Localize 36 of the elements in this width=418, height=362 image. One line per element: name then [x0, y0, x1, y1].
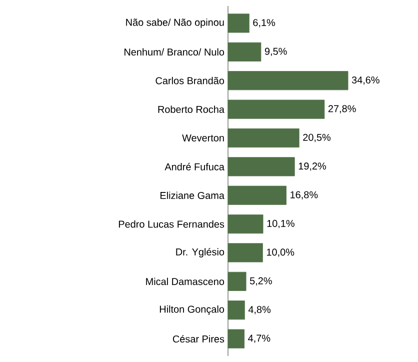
y-tick-label: César Pires	[172, 335, 224, 343]
y-tick-label: Pedro Lucas Fernandes	[118, 220, 224, 228]
bar	[228, 329, 245, 348]
bar	[228, 186, 286, 205]
bar	[228, 272, 246, 291]
data-label: 6,1%	[253, 19, 276, 28]
data-label: 4,7%	[248, 334, 270, 343]
y-tick-label: André Fufuca	[164, 162, 224, 170]
y-tick-label: Weverton	[182, 134, 224, 142]
bar	[228, 14, 250, 33]
bar	[228, 243, 263, 262]
data-label: 5,2%	[250, 277, 272, 286]
y-tick-label: Dr. Yglésio	[176, 248, 224, 258]
bar	[228, 100, 325, 119]
data-label: 19,2%	[298, 162, 326, 171]
bar	[228, 128, 300, 148]
y-tick-label: Carlos Brandão	[156, 76, 224, 84]
data-label: 16,8%	[290, 191, 318, 200]
y-tick-label: Mical Damasceno	[146, 278, 224, 286]
y-tick-label: Roberto Rocha	[158, 106, 224, 113]
bar	[228, 42, 262, 62]
data-label: 10,0%	[266, 248, 294, 257]
data-label: 4,8%	[248, 306, 271, 314]
data-label: 10,1%	[267, 220, 294, 228]
bar	[228, 157, 295, 176]
y-tick-label: Eliziane Gama	[160, 192, 224, 199]
y-tick-label: Hilton Gonçalo	[160, 305, 224, 315]
data-label: 9,5%	[264, 48, 287, 56]
y-tick-label: Não sabe/ Não opinou	[126, 18, 224, 28]
bar	[228, 300, 245, 320]
y-tick-label: Nenhum/ Branco/ Nulo	[124, 48, 224, 56]
data-label: 34,6%	[352, 76, 380, 85]
data-label: 20,5%	[303, 134, 331, 142]
bar	[228, 71, 348, 90]
data-label: 27,8%	[328, 105, 356, 114]
bar	[228, 214, 264, 234]
